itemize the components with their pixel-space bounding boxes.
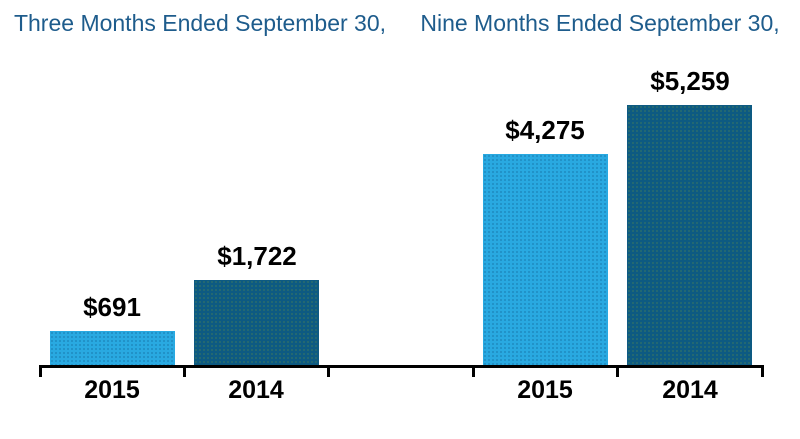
bar-nine-2015	[483, 154, 608, 365]
group-header-three-months: Three Months Ended September 30,	[13, 10, 387, 36]
x-axis-tick	[39, 365, 42, 377]
x-category-label-2014: 2014	[662, 376, 718, 404]
bar-value-label: $5,259	[650, 66, 730, 96]
x-axis-tick	[761, 365, 764, 377]
bar-three-2015	[50, 331, 175, 365]
bar-nine-2014	[627, 105, 752, 365]
x-category-label-2014: 2014	[228, 376, 284, 404]
bar-value-label: $4,275	[505, 115, 585, 145]
group-header-nine-months: Nine Months Ended September 30,	[420, 10, 780, 36]
x-axis	[40, 365, 762, 368]
x-category-label-2015: 2015	[84, 376, 140, 404]
bar-value-label: $1,722	[217, 241, 297, 271]
x-category-label-2015: 2015	[517, 376, 573, 404]
x-axis-tick	[472, 365, 475, 377]
x-axis-tick	[327, 365, 330, 377]
bar-value-label: $691	[83, 292, 141, 322]
x-axis-tick	[183, 365, 186, 377]
bar-three-2014	[194, 280, 319, 365]
x-axis-tick	[616, 365, 619, 377]
